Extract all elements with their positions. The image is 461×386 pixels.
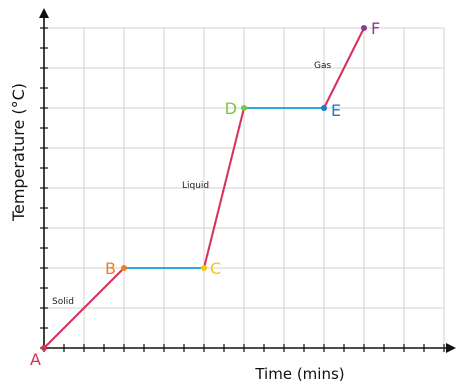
x-axis-arrow-icon: [446, 343, 456, 353]
point-markers: [41, 25, 367, 351]
axes: [39, 8, 456, 353]
series-lines: [43, 27, 365, 349]
ticks: [40, 27, 445, 352]
point-labels: A B C D E F: [30, 19, 380, 369]
point-label-d: D: [225, 99, 237, 118]
point-label-a: A: [30, 350, 41, 369]
point-b-marker: [121, 265, 127, 271]
phase-label-liquid: Liquid: [182, 181, 209, 191]
y-axis-label: Temperature (°C): [9, 83, 28, 222]
phase-label-gas: Gas: [314, 61, 331, 71]
point-d-marker: [241, 105, 247, 111]
phase-annotations: Solid Liquid Gas: [52, 61, 331, 307]
segment-EF-heating: [323, 27, 365, 109]
point-e-marker: [321, 105, 327, 111]
point-c-marker: [201, 265, 207, 271]
grid: [44, 27, 445, 348]
point-f-marker: [361, 25, 367, 31]
y-axis-arrow-icon: [39, 8, 49, 18]
point-label-b: B: [105, 259, 116, 278]
segment-AB-heating: [43, 267, 125, 349]
point-a-marker: [41, 345, 47, 351]
phase-label-solid: Solid: [52, 297, 74, 307]
segment-CD-heating: [203, 107, 245, 269]
point-label-e: E: [331, 101, 341, 120]
point-label-c: C: [210, 259, 221, 278]
x-axis-label: Time (mins): [254, 365, 344, 383]
point-label-f: F: [371, 19, 380, 38]
